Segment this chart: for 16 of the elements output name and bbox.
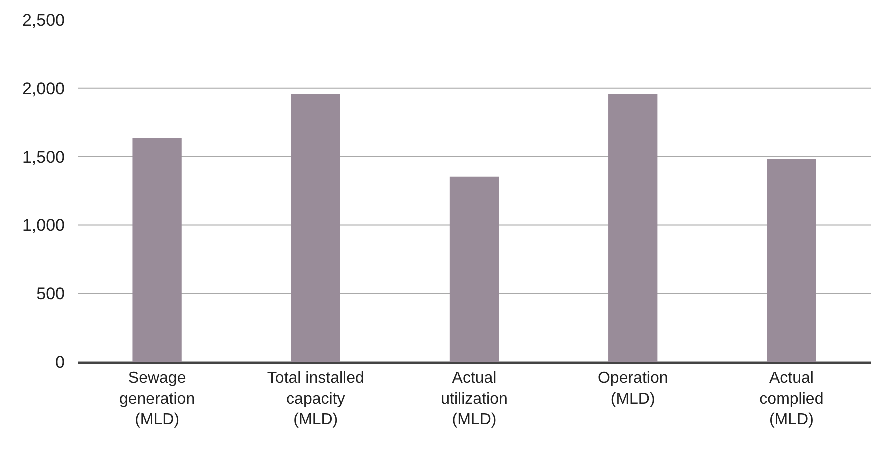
x-tick-label: Operation (MLD) bbox=[598, 370, 668, 408]
bar bbox=[450, 176, 500, 362]
x-tick-label: Total installed capacity (MLD) bbox=[267, 370, 364, 429]
y-tick-label: 500 bbox=[36, 284, 65, 304]
bar bbox=[291, 94, 340, 362]
y-tick-label: 0 bbox=[56, 352, 65, 372]
x-tick-label: Actual utilization (MLD) bbox=[441, 370, 508, 429]
y-tick-label: 1,500 bbox=[22, 148, 65, 167]
y-tick-label: 1,000 bbox=[22, 216, 65, 236]
y-tick-label: 2,500 bbox=[22, 10, 65, 30]
x-tick-label: Sewage generation (MLD) bbox=[119, 370, 196, 429]
bar bbox=[608, 94, 658, 362]
y-tick-label: 2,000 bbox=[22, 79, 65, 98]
x-tick-label: Actual complied (MLD) bbox=[760, 370, 824, 429]
bar bbox=[767, 159, 816, 362]
bar bbox=[132, 138, 182, 362]
